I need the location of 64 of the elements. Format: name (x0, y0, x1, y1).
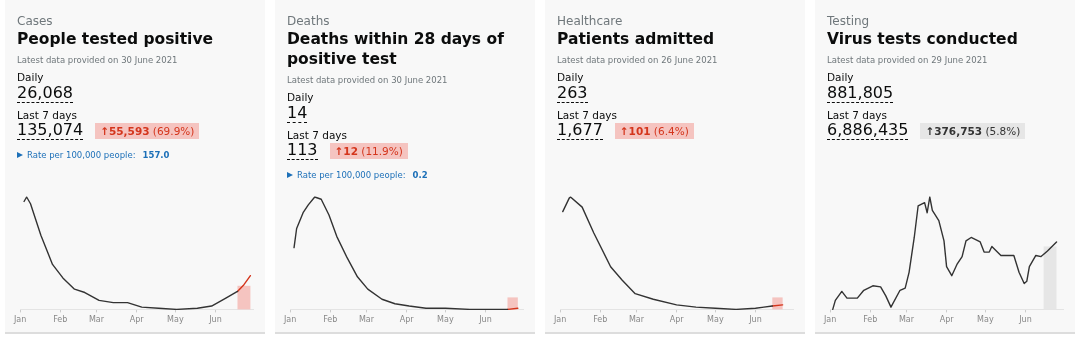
x-tick-label: Mar (898, 315, 915, 325)
text: Daily (827, 71, 855, 83)
text: 135,074 (17, 120, 84, 140)
x-tick-label: Apr (669, 315, 685, 325)
x-tick-label: May (167, 315, 184, 325)
x-tick-label: Apr (399, 315, 415, 325)
x-tick-label: Jun (1018, 315, 1032, 325)
x-tick-label: Feb (53, 315, 68, 325)
text: Latest data provided on 26 June 2021 (557, 55, 719, 65)
x-tick-label: May (707, 315, 724, 325)
x-tick-label: Feb (593, 315, 608, 325)
x-tick-label: Jan (552, 315, 567, 325)
text: Daily (287, 91, 315, 103)
text: Latest data provided on 30 June 2021 (287, 75, 449, 85)
text: Daily (17, 71, 45, 83)
x-tick-label: Jun (208, 315, 222, 325)
chart-title: People tested positive (17, 29, 215, 49)
x-tick-label: Mar (88, 315, 105, 325)
x-tick-label: Mar (628, 315, 645, 325)
x-tick-label: Apr (129, 315, 145, 325)
text: 1,677 (557, 120, 603, 140)
text: (69.9%) (152, 124, 195, 137)
text: Latest data provided on 30 June 2021 (17, 55, 179, 65)
x-tick-label: Mar (358, 315, 375, 325)
text: Last 7 days (287, 129, 348, 141)
x-tick-label: May (437, 315, 454, 325)
chart-subtitle: Deaths (287, 14, 331, 28)
chart-subtitle: Healthcare (557, 14, 624, 28)
text: (6.4%) (653, 124, 689, 137)
text: (5.8%) (985, 124, 1021, 137)
x-tick-label: May (977, 315, 994, 325)
x-tick-label: Jan (822, 315, 837, 325)
chart-subtitle: Testing (827, 14, 871, 28)
text: 14 (287, 103, 308, 123)
text: ↑376,753 (925, 124, 983, 137)
text: Last 7 days (557, 109, 618, 121)
text: Last 7 days (827, 109, 888, 121)
text: 26,068 (17, 83, 73, 103)
x-tick-label: Feb (323, 315, 338, 325)
text: Latest data provided on 29 June 2021 (827, 55, 989, 65)
chart-subtitle: Cases (17, 14, 54, 28)
text: Last 7 days (17, 109, 78, 121)
text: Rate per 100,000 people: (27, 150, 136, 160)
text: 157.0 (142, 150, 170, 160)
text: 6,886,435 (827, 120, 909, 140)
x-tick-label: Jan (282, 315, 297, 325)
x-tick-label: Feb (863, 315, 878, 325)
text: 113 (287, 140, 318, 160)
x-tick-label: Jan (12, 315, 27, 325)
text: (11.9%) (361, 144, 403, 157)
text: Daily (557, 71, 585, 83)
text: ↑12 (334, 144, 358, 157)
chart-title: Patients admitted (557, 29, 716, 49)
x-tick-label: Apr (939, 315, 955, 325)
text: ↑55,593 (100, 124, 150, 137)
text: 0.2 (412, 170, 428, 180)
text: Rate per 100,000 people: (297, 170, 406, 180)
x-tick-label: Jun (748, 315, 762, 325)
chart-title: Deaths within 28 days of positive test (287, 29, 505, 69)
chart-title: Virus tests conducted (827, 29, 1019, 49)
text: ↑101 (619, 124, 651, 137)
x-tick-label: Jun (478, 315, 492, 325)
text: 881,805 (827, 83, 894, 103)
text: 263 (557, 83, 588, 103)
